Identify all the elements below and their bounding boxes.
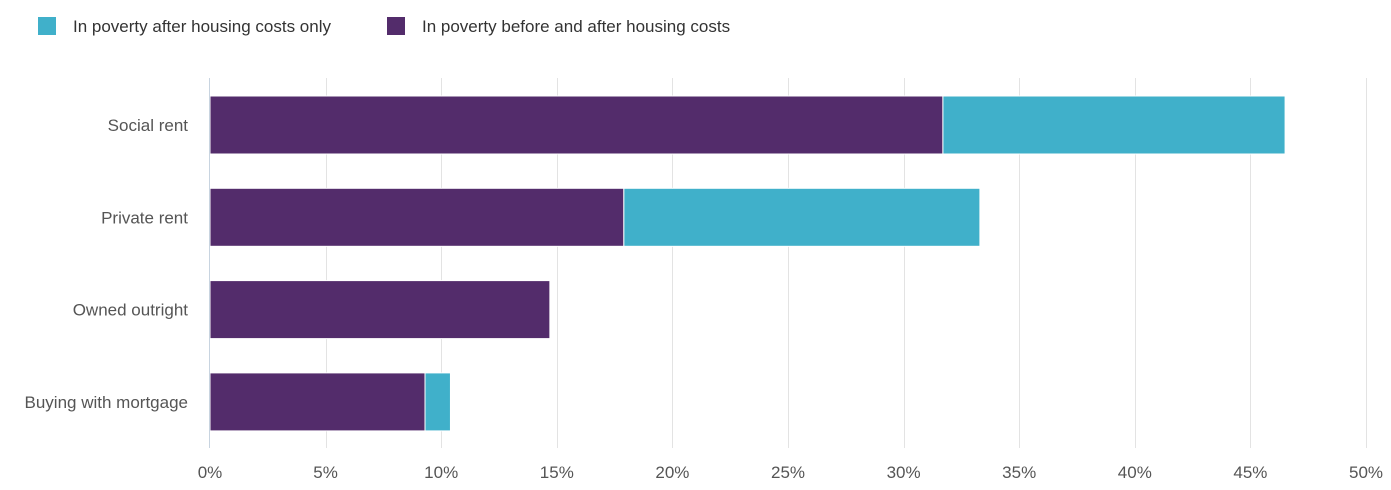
value-axis-tick-labels: 0% 5% 10% 15% 20% 25% 30% 35% 40% 45% 50% [198,463,1383,482]
x-tick-label-40: 40% [1118,463,1152,482]
bar-owned-outright-in-poverty-before-and-after-housing-costs [209,280,551,340]
legend-label: In poverty after housing costs only [73,17,331,36]
x-tick-label-30: 30% [887,463,921,482]
x-tick-label-0: 0% [198,463,223,482]
legend-swatch [387,17,405,35]
x-tick-label-5: 5% [313,463,338,482]
legend-item-in-poverty-after-housing-costs-only[interactable]: In poverty after housing costs only [38,17,331,36]
category-label-owned-outright: Owned outright [73,301,189,320]
x-tick-label-45: 45% [1233,463,1267,482]
bar-buying-with-mortgage-in-poverty-before-and-after-housing-costs [209,372,426,432]
category-label-private-rent: Private rent [101,208,188,227]
bar-private-rent-in-poverty-before-and-after-housing-costs [209,187,625,247]
legend-item-in-poverty-before-and-after-housing-costs[interactable]: In poverty before and after housing cost… [387,17,730,36]
bar-social-rent-in-poverty-after-housing-costs-only [942,95,1286,155]
legend-swatch [38,17,56,35]
x-tick-label-10: 10% [424,463,458,482]
x-tick-label-50: 50% [1349,463,1383,482]
x-tick-label-25: 25% [771,463,805,482]
x-tick-label-20: 20% [655,463,689,482]
legend-label: In poverty before and after housing cost… [422,17,730,36]
category-axis-labels: Social rent Private rent Owned outright Buy… [25,116,189,412]
category-label-social-rent: Social rent [108,116,189,135]
bar-private-rent-in-poverty-after-housing-costs-only [623,187,981,247]
chart-bars [209,95,1286,432]
category-label-buying-with-mortgage: Buying with mortgage [25,393,188,412]
bar-buying-with-mortgage-in-poverty-after-housing-costs-only [424,372,451,432]
bar-social-rent-in-poverty-before-and-after-housing-costs [209,95,944,155]
x-tick-label-35: 35% [1002,463,1036,482]
chart-legend: In poverty after housing costs only In po… [38,17,730,36]
x-tick-label-15: 15% [540,463,574,482]
